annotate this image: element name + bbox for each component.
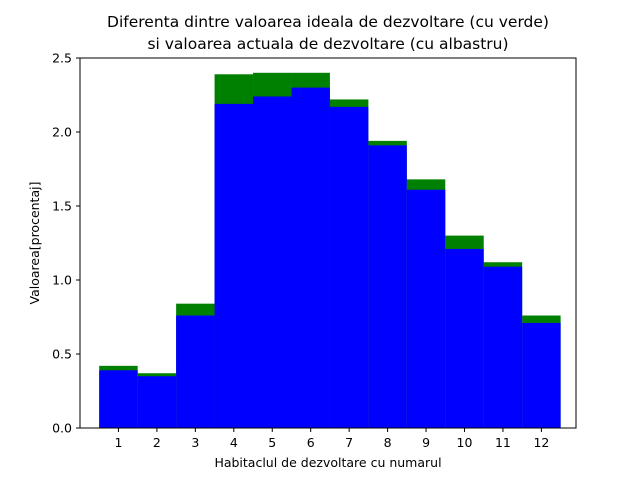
y-tick-label: 1.5 (52, 199, 72, 214)
x-tick-label: 9 (422, 435, 430, 450)
y-tick-label: 2.5 (52, 51, 72, 66)
bar-series2-5 (253, 96, 292, 428)
chart-title-line2: si valoarea actuala de dezvoltare (cu al… (147, 35, 508, 53)
x-axis-ticks: 1 2 3 4 5 6 7 8 9 10 11 12 (114, 428, 549, 450)
y-tick-label: 2.0 (52, 125, 72, 140)
bar-series2-3 (176, 315, 215, 428)
x-tick-label: 1 (114, 435, 122, 450)
x-tick-label: 10 (457, 435, 473, 450)
bar-series2-11 (483, 266, 523, 428)
x-tick-label: 3 (191, 435, 199, 450)
bar-series2-10 (445, 248, 484, 428)
y-tick-label: 0.0 (52, 421, 72, 436)
plot-frame (79, 57, 577, 429)
x-tick-label: 4 (230, 435, 238, 450)
y-axis-label: Valoarea[procentaj] (27, 182, 42, 305)
bar-series2-9 (406, 189, 446, 428)
bar-series2-6 (291, 87, 330, 428)
x-tick-label: 5 (268, 435, 276, 450)
x-tick-label: 8 (384, 435, 392, 450)
bar-series2-2 (137, 376, 177, 428)
y-axis-ticks: 0.0 0.5 1.0 1.5 2.0 2.5 (52, 51, 80, 436)
y-tick-label: 0.5 (52, 347, 72, 362)
x-tick-label: 12 (533, 435, 549, 450)
x-tick-label: 6 (307, 435, 315, 450)
x-tick-label: 11 (495, 435, 511, 450)
chart-title-line1: Diferenta dintre valoarea ideala de dezv… (107, 13, 549, 31)
bar-series2-4 (214, 103, 254, 428)
bar-series2-1 (99, 370, 138, 428)
bar-series2-8 (368, 145, 407, 428)
y-tick-label: 1.0 (52, 273, 72, 288)
x-tick-label: 7 (345, 435, 353, 450)
x-axis-label: Habitaclul de dezvoltare cu numarul (214, 455, 441, 470)
x-tick-label: 2 (153, 435, 161, 450)
bar-series2-12 (522, 322, 561, 428)
bars-group (99, 72, 561, 429)
bar-series2-7 (329, 106, 369, 428)
